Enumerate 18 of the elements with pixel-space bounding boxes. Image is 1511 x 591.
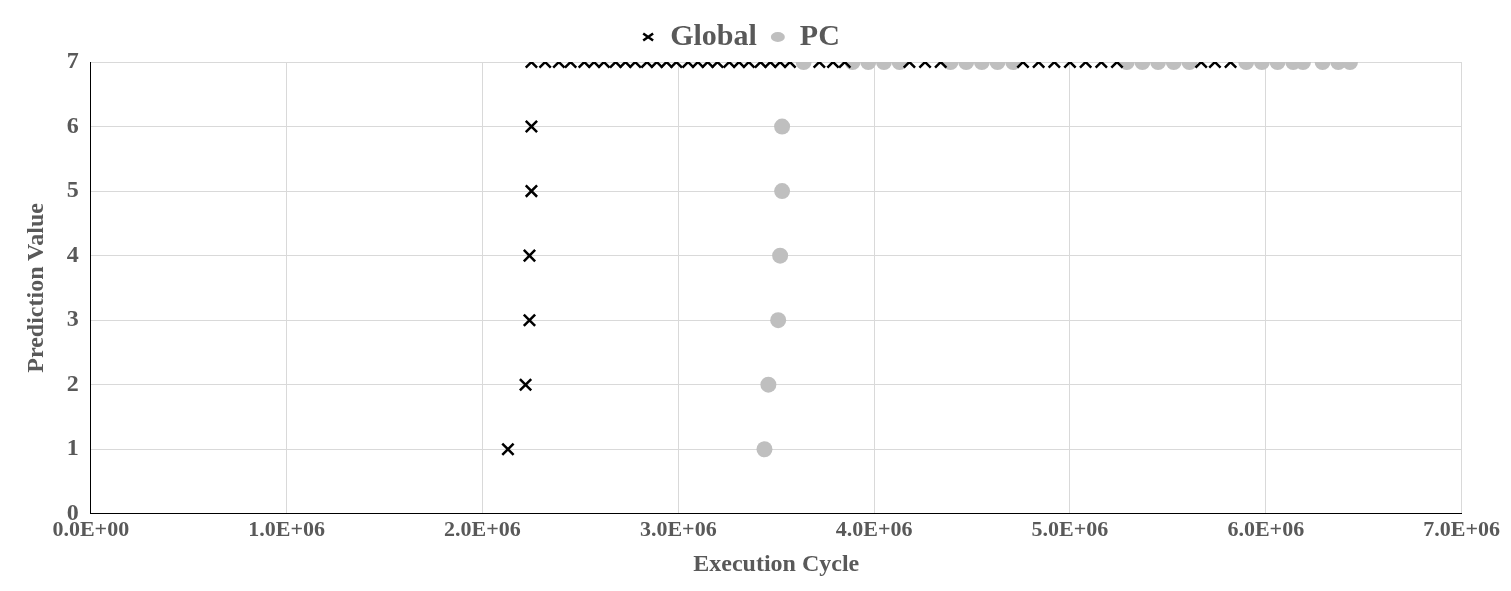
x-tick-label: 4.0E+06 — [835, 515, 913, 541]
x-tick-label: 2.0E+06 — [444, 515, 521, 541]
y-tick-label: 5 — [66, 176, 79, 203]
y-tick-label: 2 — [66, 369, 79, 396]
legend-label: Global — [670, 17, 757, 51]
y-tick-label: 7 — [66, 47, 79, 74]
x-tick-label: 5.0E+06 — [1031, 515, 1109, 541]
y-tick-label: 4 — [66, 240, 79, 267]
x-axis-title: Execution Cycle — [693, 549, 860, 576]
x-tick-label: 7.0E+06 — [1423, 515, 1500, 541]
y-tick-label: 1 — [66, 434, 79, 461]
y-axis-title: Prediction Value — [21, 202, 48, 373]
legend-label: PC — [799, 17, 840, 51]
y-tick-label: 6 — [66, 111, 79, 138]
x-tick-label: 6.0E+06 — [1227, 515, 1305, 541]
x-tick-label: 1.0E+06 — [248, 515, 325, 541]
x-tick-label: 3.0E+06 — [639, 515, 717, 541]
y-tick-label: 3 — [66, 305, 79, 332]
